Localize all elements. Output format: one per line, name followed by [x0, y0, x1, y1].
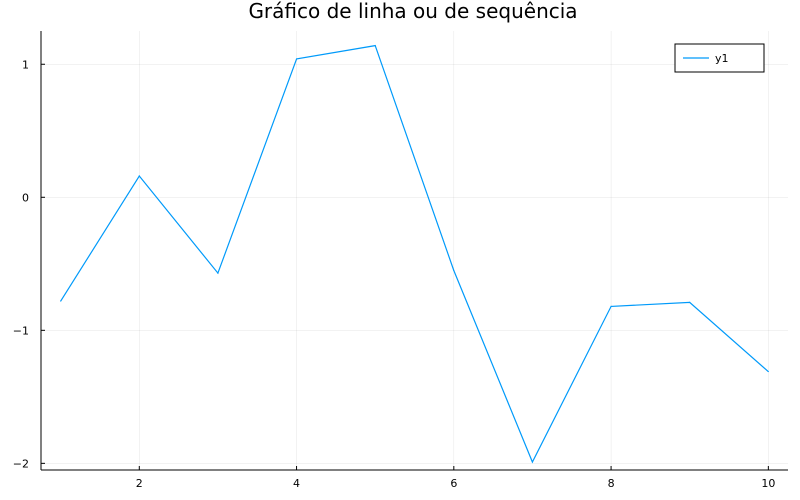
data-point: [138, 175, 140, 177]
legend: y1: [674, 43, 765, 73]
y-tick-label: 1: [22, 58, 29, 71]
grid-lines: [41, 31, 788, 470]
data-point: [374, 45, 376, 47]
data-point: [217, 272, 219, 274]
data-point: [767, 370, 769, 373]
x-tick-label: 4: [293, 477, 300, 490]
data-point: [531, 461, 534, 463]
axes: [40, 31, 788, 471]
y-tick-label: −1: [13, 324, 29, 337]
x-tick-label: 10: [761, 477, 775, 490]
series-lines: [60, 44, 769, 464]
data-point: [453, 269, 455, 272]
x-tick-label: 6: [450, 477, 457, 490]
y-tick-label: −2: [13, 457, 29, 470]
data-point: [610, 305, 612, 307]
data-point: [689, 301, 691, 303]
x-tick-label: 2: [136, 477, 143, 490]
x-tick-label: 8: [608, 477, 615, 490]
series-line-y1: [60, 44, 769, 464]
data-point: [295, 58, 298, 60]
legend-label: y1: [715, 52, 729, 65]
y-tick-label: 0: [22, 191, 29, 204]
data-point: [60, 300, 62, 302]
chart-title: Gráfico de linha ou de sequência: [248, 0, 577, 23]
